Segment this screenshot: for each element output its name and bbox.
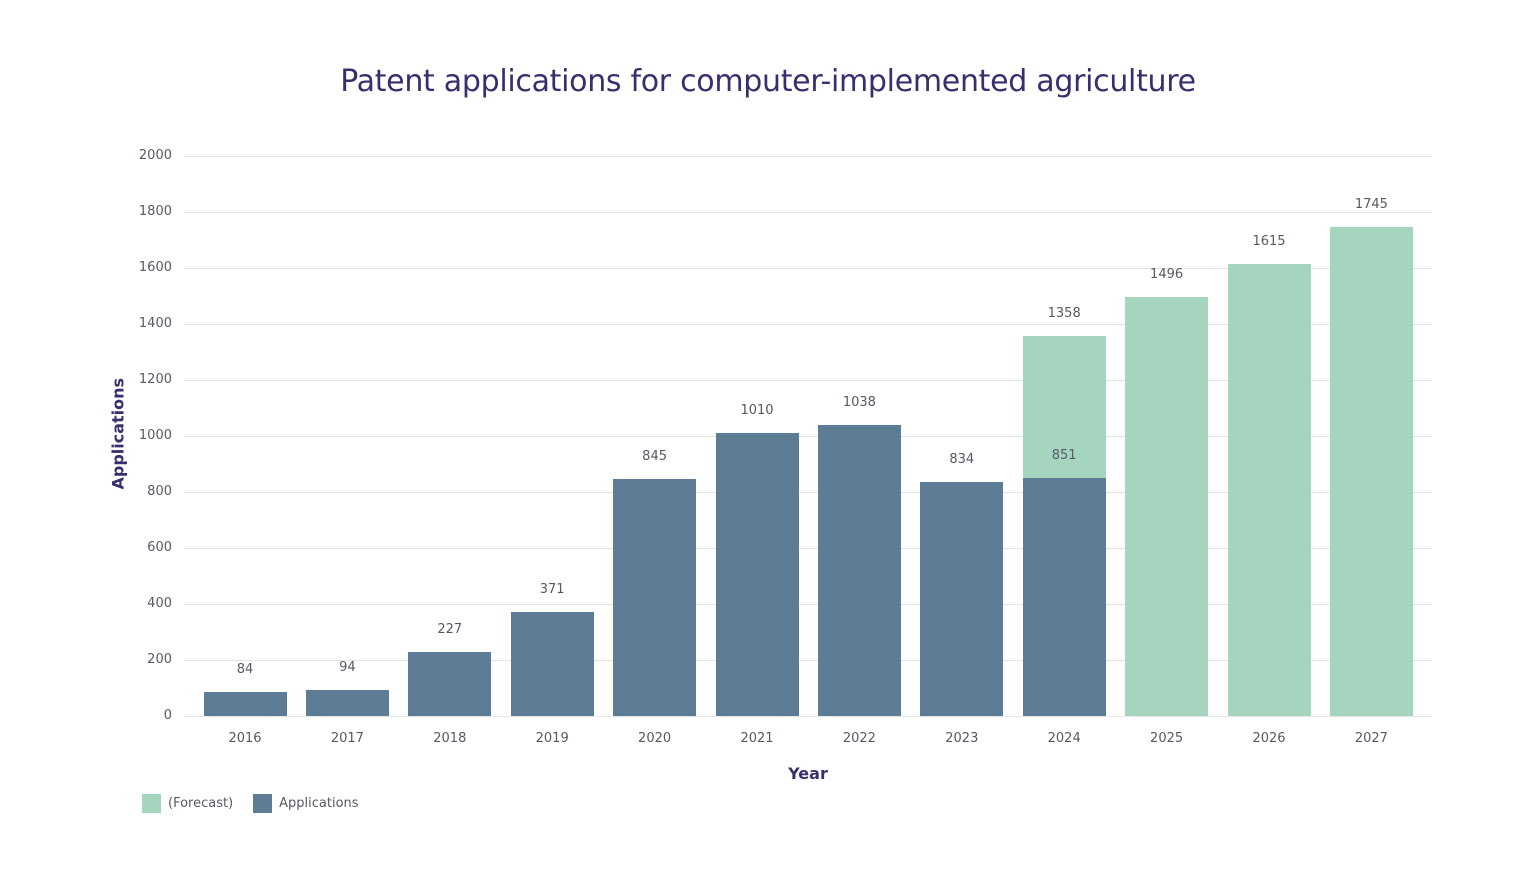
gridline: [184, 604, 1432, 605]
x-tick-label: 2019: [535, 731, 569, 746]
value-label-applications: 1010: [740, 403, 774, 419]
bar-applications-2016[interactable]: [203, 692, 287, 716]
x-tick-label: 2020: [638, 731, 672, 746]
gridline: [184, 380, 1432, 381]
plot-area: 84 94 227 371 845 1010 1038 834 1358 851 1496 1615 1…: [184, 156, 1432, 717]
legend-label-applications: Applications: [279, 796, 359, 811]
x-tick-label: 2024: [1047, 731, 1081, 746]
bar-applications-2024[interactable]: [1022, 477, 1106, 716]
bar-forecast-2026[interactable]: [1227, 263, 1311, 716]
x-tick-label: 2027: [1354, 731, 1388, 746]
value-label-applications: 1038: [842, 395, 876, 411]
value-label-applications: 94: [339, 659, 356, 675]
y-tick-label: 0: [163, 708, 172, 723]
legend-swatch-applications: [253, 794, 273, 813]
legend-label-forecast: (Forecast): [168, 796, 234, 811]
x-tick-label: 2026: [1252, 731, 1286, 746]
gridline: [184, 436, 1432, 437]
legend-item-applications[interactable]: Applications: [253, 794, 359, 813]
gridline: [184, 268, 1432, 269]
bar-forecast-2027[interactable]: [1329, 227, 1413, 716]
value-label-applications: 227: [437, 622, 463, 638]
x-axis-title: Year: [788, 764, 828, 783]
bar-applications-2021[interactable]: [715, 433, 799, 716]
value-label-applications: 851: [1051, 447, 1077, 463]
value-label-forecast: 1745: [1354, 197, 1388, 213]
gridline: [184, 660, 1432, 661]
x-tick-label: 2017: [330, 731, 364, 746]
y-tick-label: 400: [147, 596, 172, 611]
bar-applications-2017[interactable]: [305, 689, 389, 716]
legend-swatch-forecast: [142, 794, 161, 813]
y-tick-label: 1800: [138, 204, 172, 219]
bar-applications-2019[interactable]: [510, 612, 594, 716]
value-label-applications: 371: [539, 582, 565, 598]
gridline: [184, 324, 1432, 325]
x-tick-label: 2025: [1150, 731, 1184, 746]
bar-forecast-2025[interactable]: [1125, 297, 1209, 716]
value-label-applications: 834: [949, 452, 975, 468]
gridline: [184, 492, 1432, 493]
x-tick-label: 2021: [740, 731, 774, 746]
legend-item-forecast[interactable]: (Forecast): [142, 794, 233, 813]
value-label-forecast: 1615: [1252, 233, 1286, 249]
gridline: [184, 548, 1432, 549]
legend: (Forecast) Applications: [142, 794, 379, 813]
bar-applications-2018[interactable]: [408, 652, 492, 716]
value-label-applications: 84: [236, 662, 254, 678]
value-label-applications: 845: [642, 449, 667, 465]
x-tick-label: 2018: [433, 731, 467, 746]
y-tick-label: 200: [147, 652, 172, 667]
y-tick-label: 800: [147, 484, 172, 499]
y-tick-label: 1400: [138, 316, 172, 331]
x-tick-label: 2022: [842, 731, 876, 746]
y-tick-label: 1600: [138, 260, 172, 275]
value-label-forecast: 1496: [1150, 267, 1184, 283]
value-label-forecast: 1358: [1047, 305, 1081, 321]
bar-applications-2022[interactable]: [817, 425, 901, 716]
bar-applications-2020[interactable]: [613, 479, 697, 716]
gridline: [184, 212, 1432, 213]
y-tick-label: 1200: [138, 372, 172, 387]
gridline: [184, 716, 1432, 717]
chart-title: Patent applications for computer-impleme…: [340, 64, 1196, 99]
y-tick-label: 1000: [138, 428, 172, 443]
y-tick-label: 2000: [138, 148, 172, 163]
gridline: [184, 156, 1432, 157]
x-tick-label: 2023: [945, 731, 979, 746]
bar-applications-2023[interactable]: [920, 482, 1004, 716]
y-tick-label: 600: [147, 540, 172, 555]
x-tick-label: 2016: [228, 731, 262, 746]
